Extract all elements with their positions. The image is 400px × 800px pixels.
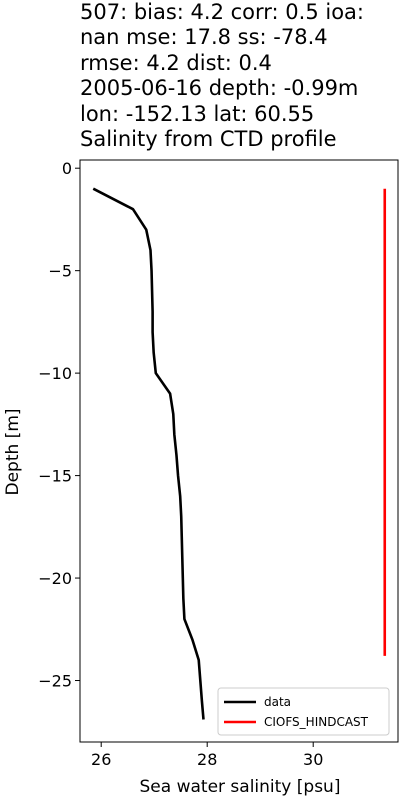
axes-frame: [79, 159, 399, 743]
y-tick-label: −10: [38, 364, 72, 383]
series-line-data: [92, 187, 205, 720]
x-axis-label: Sea water salinity [psu]: [140, 777, 341, 797]
x-tick-label: 26: [91, 750, 111, 769]
chart-title: Salinity from CTD profile: [80, 127, 337, 152]
title-line-5: lon: -152.13 lat: 60.55: [80, 101, 315, 126]
legend-box: [217, 687, 390, 736]
y-axis-label: Depth [m]: [3, 408, 23, 495]
plot-area: 26 28 30 0 −5 −10 −15 −20 −25 data CIOFS_HINDCAST: [38, 159, 399, 769]
title-line-4: 2005-06-16 depth: -0.99m: [80, 76, 359, 101]
y-tick-label: 0: [62, 159, 72, 178]
y-tick-label: −15: [38, 467, 72, 486]
y-tick-label: −5: [48, 262, 72, 281]
legend-label: data: [264, 695, 291, 709]
y-tick-label: −25: [38, 672, 72, 691]
title-line-2: nan mse: 17.8 ss: -78.4: [80, 25, 328, 50]
x-tick-label: 28: [197, 750, 217, 769]
legend: data CIOFS_HINDCAST: [217, 687, 390, 736]
y-tick-label: −20: [38, 569, 72, 588]
legend-label: CIOFS_HINDCAST: [264, 715, 369, 729]
title-line-3: rmse: 4.2 dist: 0.4: [80, 50, 272, 75]
title-line-1: 507: bias: 4.2 corr: 0.5 ioa:: [80, 0, 365, 24]
chart-title-block: 507: bias: 4.2 corr: 0.5 ioa: nan mse: 1…: [80, 0, 398, 152]
x-tick-label: 30: [303, 750, 323, 769]
